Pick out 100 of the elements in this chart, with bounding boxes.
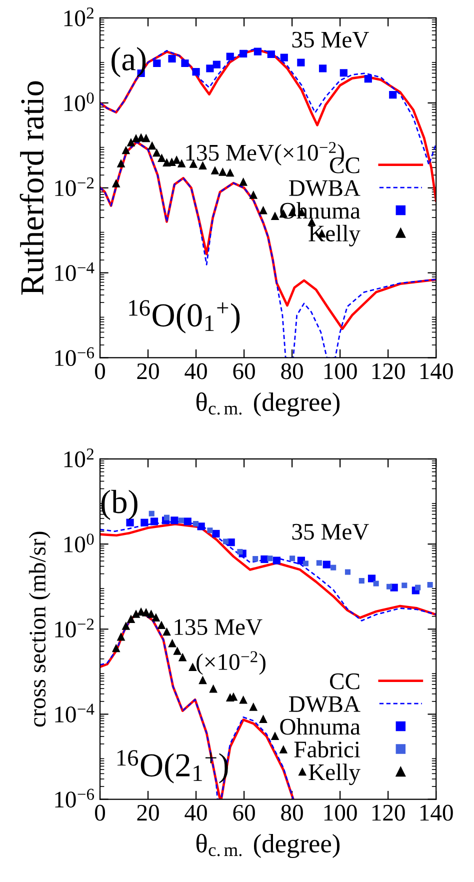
point — [193, 520, 199, 527]
point — [192, 68, 200, 76]
point — [206, 64, 214, 72]
point — [212, 60, 220, 68]
point — [162, 627, 171, 636]
point — [146, 610, 156, 618]
y-tick-label: 10$^{−4}$ — [55, 704, 94, 722]
x-tick-label: 20 — [137, 804, 159, 821]
point — [340, 69, 348, 77]
point — [153, 59, 161, 68]
point — [240, 50, 248, 58]
point — [142, 134, 150, 142]
point — [126, 614, 136, 623]
point — [316, 560, 322, 566]
point — [415, 584, 421, 590]
point — [178, 518, 184, 524]
point — [122, 622, 130, 630]
x-tick-label: 120 — [372, 804, 405, 821]
annotation: (a) — [112, 47, 146, 78]
legend-label: DWBA — [289, 180, 360, 196]
point — [364, 74, 372, 83]
point — [386, 584, 392, 590]
y-tick-label: 10$^{−4}$ — [55, 262, 94, 282]
point — [344, 569, 351, 575]
point — [209, 684, 218, 693]
point — [272, 556, 280, 564]
point — [197, 522, 205, 530]
point — [116, 632, 126, 641]
x-tick-label: 100 — [324, 363, 357, 380]
point — [210, 166, 220, 174]
point — [239, 177, 248, 186]
legend-label: Fabrici — [294, 740, 360, 758]
point — [330, 564, 336, 570]
point — [373, 580, 379, 586]
point — [177, 159, 186, 168]
point — [126, 138, 136, 146]
y-tick-label: 10$^{−2}$ — [55, 177, 94, 196]
y-axis-title: cross section (mb/sr) — [28, 532, 50, 727]
point — [389, 91, 397, 99]
point — [249, 190, 258, 199]
annotation: (b) — [101, 490, 138, 520]
point — [178, 652, 187, 662]
point — [302, 560, 309, 566]
point — [226, 52, 234, 60]
point — [148, 141, 156, 150]
point — [280, 54, 288, 62]
point — [290, 556, 296, 562]
x-tick-label: 0 — [95, 804, 106, 821]
x-tick-label: 100 — [324, 804, 357, 821]
y-tick-label: 10$^{−6}$ — [55, 347, 94, 366]
point — [157, 620, 166, 630]
annotation: 135 MeV — [174, 619, 262, 636]
y-axis-title: Rutherford ratio — [20, 81, 44, 295]
y-tick-label: 10$^{−2}$ — [55, 618, 94, 638]
legend-label: Kelly — [308, 764, 360, 786]
point — [181, 59, 189, 68]
point — [223, 538, 229, 544]
point — [112, 644, 120, 652]
x-tick-label: 60 — [233, 363, 255, 380]
point — [249, 702, 258, 711]
point — [122, 146, 130, 154]
point — [152, 148, 161, 157]
y-tick-label: 10$^{0}$ — [64, 92, 94, 112]
point — [150, 518, 158, 526]
x-tick-label: 20 — [137, 363, 159, 380]
point — [358, 578, 364, 584]
point — [322, 560, 330, 568]
point — [198, 676, 207, 684]
x-tick-label: 40 — [184, 363, 207, 380]
point — [297, 58, 305, 66]
x-tick-label: 80 — [281, 804, 303, 821]
point — [158, 154, 166, 162]
point — [152, 613, 160, 622]
point — [218, 168, 227, 176]
y-tick-label: 10$^{−6}$ — [55, 788, 94, 808]
point — [207, 528, 213, 534]
x-tick-label: 80 — [281, 363, 303, 380]
point — [368, 574, 376, 582]
legend-label: DWBA — [289, 696, 360, 712]
point — [184, 518, 192, 526]
point — [112, 179, 120, 188]
x-tick-label: 140 — [420, 804, 453, 821]
y-tick-label: 10$^{2}$ — [64, 8, 94, 26]
y-tick-label: 10$^{2}$ — [64, 448, 94, 468]
point — [402, 582, 408, 588]
x-tick-label: 140 — [420, 363, 453, 380]
point — [252, 556, 258, 562]
point — [226, 168, 234, 177]
annotation: (×10$^{−2}$) — [196, 651, 266, 675]
point — [148, 510, 154, 516]
y-tick-label: 10$^{0}$ — [64, 534, 94, 552]
point — [254, 48, 262, 56]
annotation: 35 MeV — [292, 32, 369, 48]
annotation: 35 MeV — [292, 524, 369, 540]
x-tick-label: 60 — [233, 804, 255, 821]
point — [279, 745, 288, 754]
point — [132, 134, 140, 142]
point — [170, 516, 178, 524]
x-axis-title: θ$_{c.m.}$ (degree) — [196, 392, 340, 416]
point — [427, 582, 433, 588]
